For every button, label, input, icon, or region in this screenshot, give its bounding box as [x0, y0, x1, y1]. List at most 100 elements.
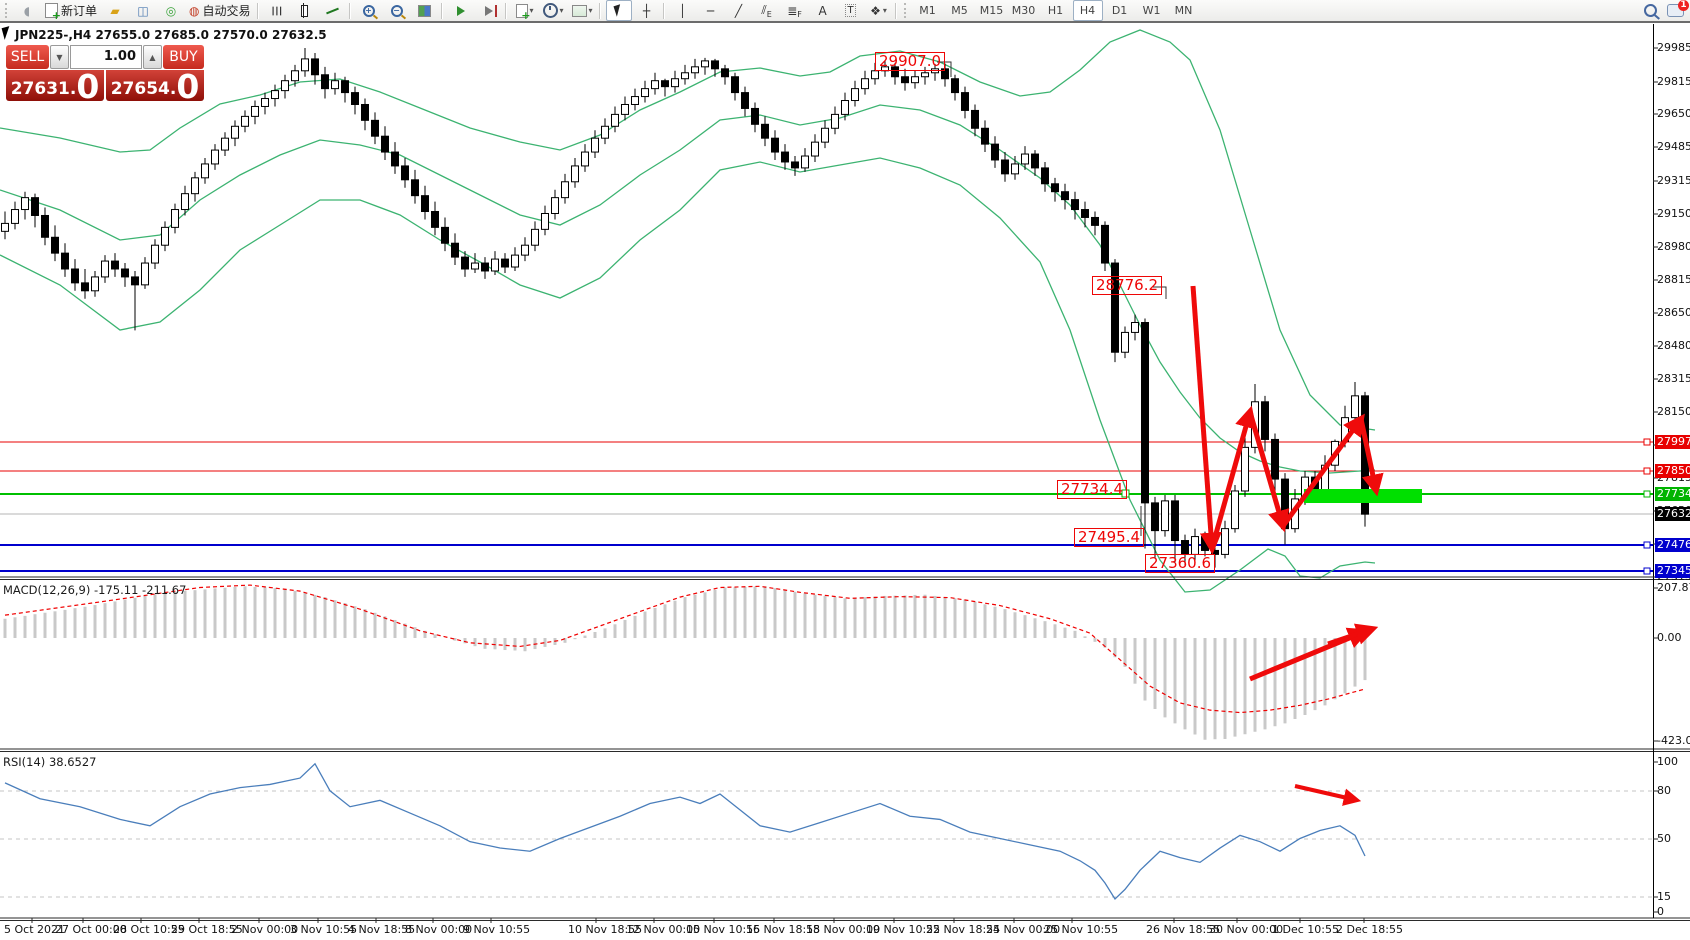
- chart-title: JPN225-,H4 27655.0 27685.0 27570.0 27632…: [15, 28, 327, 42]
- timeframe-d1-button[interactable]: D1: [1111, 4, 1128, 17]
- zoom-in-button[interactable]: +: [356, 0, 382, 21]
- price-tick-label: 29815.0: [1657, 75, 1690, 88]
- price-annotation-28776.2[interactable]: 28776.2: [1092, 276, 1163, 295]
- price-tick-label: 28815.0: [1657, 273, 1690, 286]
- price-annotation-27734.4[interactable]: 27734.4: [1057, 480, 1128, 499]
- periods-button[interactable]: ▾: [540, 0, 567, 21]
- fibonacci-button[interactable]: ≣ F: [782, 0, 808, 21]
- price-tag-27850.5: 27850.5: [1655, 464, 1690, 478]
- bid-price-main: 27631.: [10, 79, 77, 99]
- time-tick-label: 25 Nov 10:55: [1044, 923, 1119, 936]
- price-tag-27345.5: 27345.5: [1655, 564, 1690, 578]
- rsi-gridlines: [0, 790, 1653, 898]
- candlestick-chart-icon: [301, 2, 309, 18]
- price-tag-27632.5: 27632.5: [1655, 507, 1690, 521]
- bollinger-upper: [0, 29, 1376, 431]
- zoom-out-button[interactable]: −: [384, 0, 410, 21]
- time-tick-label: 15 Nov 10:55: [686, 923, 761, 936]
- gold-ingot-icon[interactable]: ▰: [102, 0, 128, 21]
- time-tick-label: 1 Dec 10:55: [1272, 923, 1339, 936]
- signal-icon[interactable]: ◎: [158, 0, 184, 21]
- timeframe-m5-button[interactable]: M5: [951, 4, 968, 17]
- toolbar-separator: [894, 2, 897, 19]
- rsi-scale-label: 0: [1657, 905, 1664, 918]
- toolbar-grip: [903, 3, 909, 18]
- panel-separators: [0, 24, 1690, 923]
- chevron-down-icon: ▾: [588, 6, 593, 15]
- toolbar-separator: [504, 2, 507, 19]
- text-icon: A: [818, 3, 827, 18]
- macd-scale-label: -423.08: [1657, 734, 1690, 747]
- time-tick-label: 10 Nov 18:55: [568, 923, 643, 936]
- annotation-connectors: [937, 61, 1167, 536]
- toolbar-separator: [256, 2, 259, 19]
- time-tick-label: 2 Nov 00:00: [231, 923, 299, 936]
- trendline-button[interactable]: ╱: [726, 0, 752, 21]
- tile-windows-button[interactable]: [412, 0, 438, 21]
- horizontal-lines[interactable]: [0, 438, 1653, 575]
- new-order-button[interactable]: 新订单: [42, 0, 100, 22]
- price-tick-label: 28650.0: [1657, 306, 1690, 319]
- price-tick-label: 28980.0: [1657, 240, 1690, 253]
- time-tick-label: 4 Nov 18:55: [348, 923, 416, 936]
- time-tick-label: 22 Nov 18:55: [926, 923, 1001, 936]
- bid-price[interactable]: 27631. 0: [6, 70, 104, 103]
- price-tick-label: 29150.0: [1657, 207, 1690, 220]
- chat-icon[interactable]: 1: [1667, 0, 1689, 17]
- timeframe-h1-button[interactable]: H1: [1047, 4, 1064, 17]
- templates-button[interactable]: ▾: [569, 0, 596, 21]
- highlight-zone-rect[interactable]: [1304, 489, 1422, 503]
- chart-shift-button[interactable]: [476, 0, 502, 21]
- timeframe-mn-button[interactable]: MN: [1174, 4, 1193, 17]
- toolbar: ◖新订单▰◫◎◍自动交易☰+−▾▾▾┼│─╱⫽E≣FAT❖▾M1M5M15M30…: [0, 0, 1690, 23]
- indicators-icon: [515, 3, 531, 22]
- arrows-button[interactable]: ❖ ▾: [866, 0, 892, 21]
- channel-icon: ⫽: [761, 3, 767, 17]
- indicators-button[interactable]: ▾: [512, 0, 538, 22]
- rsi-line: [4, 762, 1366, 900]
- trendline-icon: ╱: [734, 3, 743, 18]
- new-order-button-label: 新订单: [61, 4, 98, 18]
- volume-increase-button[interactable]: ▲: [143, 45, 162, 69]
- volume-input[interactable]: 1.00: [70, 45, 142, 69]
- sell-button[interactable]: SELL: [6, 45, 49, 69]
- vertical-line-button[interactable]: │: [670, 0, 696, 21]
- price-annotation-27360.6[interactable]: 27360.6: [1145, 554, 1216, 573]
- line-chart-button[interactable]: [320, 0, 346, 21]
- timeframe-h4-button[interactable]: H4: [1072, 0, 1103, 21]
- navigator-icon[interactable]: ◫: [130, 0, 156, 21]
- candlestick-chart-button[interactable]: [292, 0, 318, 21]
- channel-button[interactable]: ⫽ E: [754, 0, 780, 21]
- cursor-button[interactable]: [605, 0, 632, 21]
- buy-button[interactable]: BUY: [163, 45, 204, 69]
- timeframe-m15-button[interactable]: M15: [979, 4, 1004, 17]
- signal-icon: ◎: [165, 3, 177, 18]
- timeframe-w1-button[interactable]: W1: [1142, 4, 1161, 17]
- price-annotation-27495.4[interactable]: 27495.4: [1074, 528, 1145, 547]
- macd-scale-label: 0.00: [1657, 631, 1682, 644]
- timeframe-m30-button[interactable]: M30: [1011, 4, 1036, 17]
- ask-price[interactable]: 27654. 0: [106, 70, 204, 103]
- bar-chart-button[interactable]: ☰: [264, 0, 290, 21]
- bollinger-lower: [0, 157, 1376, 593]
- auto-scroll-button[interactable]: [448, 0, 474, 21]
- label-icon: T: [845, 4, 856, 17]
- price-annotation-29907.0[interactable]: 29907.0: [875, 52, 946, 71]
- rsi-scale-label: 15: [1657, 890, 1671, 903]
- search-icon[interactable]: [1644, 4, 1657, 17]
- horizontal-line-button[interactable]: ─: [698, 0, 724, 21]
- volume-decrease-button[interactable]: ▼: [50, 45, 69, 69]
- price-tick-label: 29650.0: [1657, 107, 1690, 120]
- macd-signal-line: [4, 584, 1366, 714]
- toolbar-separator: [348, 2, 351, 19]
- navigator-icon: ◫: [137, 3, 149, 18]
- label-button[interactable]: T: [838, 0, 864, 21]
- crosshair-button[interactable]: ┼: [634, 0, 660, 21]
- text-button[interactable]: A: [810, 0, 836, 21]
- trend-arrows[interactable]: [1190, 285, 1384, 806]
- autotrading-button[interactable]: ◍ 自动交易: [186, 0, 254, 21]
- time-tick-label: 16 Nov 18:55: [746, 923, 821, 936]
- timeframe-m1-button[interactable]: M1: [919, 4, 936, 17]
